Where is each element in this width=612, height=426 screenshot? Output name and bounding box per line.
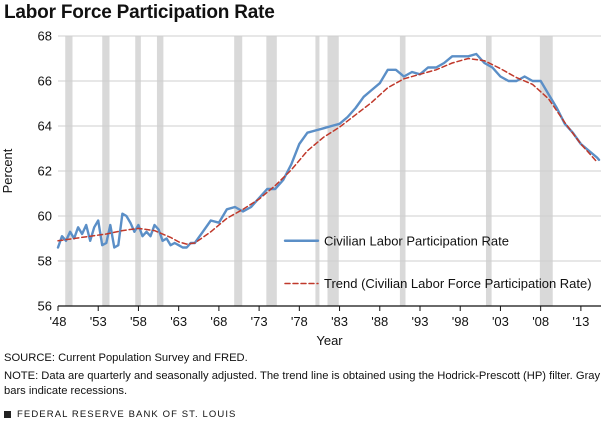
x-tick-label-1963: '63 (170, 314, 187, 329)
square-bullet-icon (4, 411, 11, 418)
x-tick-label-2003: '03 (492, 314, 509, 329)
series-line-civilian-rate (56, 52, 601, 249)
y-tick-label-62: 62 (38, 164, 52, 179)
axes: 56 58 60 62 64 66 68 '48 '53 '58 '63 '68 '73 '78 '83 '8… (0, 29, 601, 345)
y-tick-label-66: 66 (38, 74, 52, 89)
series-lines (56, 52, 601, 249)
publisher-name: FEDERAL RESERVE BANK OF ST. LOUIS (17, 409, 237, 420)
chart-notes: SOURCE: Current Population Survey and FR… (4, 351, 608, 399)
series-line-trend (57, 57, 598, 245)
x-tick-label-1958: '58 (130, 314, 147, 329)
x-tick-label-2008: '08 (532, 314, 549, 329)
x-tick-label-1968: '68 (210, 314, 227, 329)
x-tick-label-1973: '73 (251, 314, 268, 329)
x-tick-label-1998: '98 (452, 314, 469, 329)
y-axis-title: Percent (0, 148, 15, 193)
y-tick-label-64: 64 (38, 119, 52, 134)
legend-label-1: Civilian Labor Participation Rate (324, 233, 509, 248)
x-tick-label-1948: '48 (50, 314, 67, 329)
method-note: NOTE: Data are quarterly and seasonally … (4, 370, 601, 397)
y-tick-label-58: 58 (38, 254, 52, 269)
publisher-footer: FEDERAL RESERVE BANK OF ST. LOUIS (4, 409, 237, 420)
x-tick-label-1978: '78 (291, 314, 308, 329)
y-tick-label-56: 56 (38, 299, 52, 314)
line-chart: 56 58 60 62 64 66 68 '48 '53 '58 '63 '68 '73 '78 '83 '8… (0, 29, 601, 345)
x-tick-label-1993: '93 (412, 314, 429, 329)
x-tick-label-2013: '13 (572, 314, 589, 329)
chart-title: Labor Force Participation Rate (4, 2, 275, 23)
source-note: SOURCE: Current Population Survey and FR… (4, 352, 248, 364)
x-tick-label-1953: '53 (90, 314, 107, 329)
legend-label-2: Trend (Civilian Labor Force Participatio… (324, 276, 592, 291)
y-tick-label-60: 60 (38, 209, 52, 224)
y-tick-label-68: 68 (38, 29, 52, 44)
legend: Civilian Labor Participation Rate Trend (… (283, 233, 592, 291)
x-axis-title: Year (316, 333, 343, 345)
x-tick-label-1988: '88 (371, 314, 388, 329)
x-tick-label-1983: '83 (331, 314, 348, 329)
